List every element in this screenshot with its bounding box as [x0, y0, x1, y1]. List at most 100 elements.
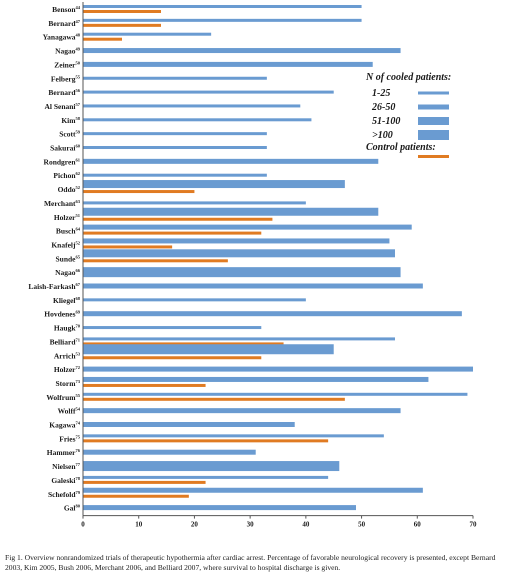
- control-bar: [83, 23, 161, 27]
- study-reference: 77: [76, 462, 81, 467]
- cooled-bar: [83, 207, 379, 216]
- study-reference: 55: [76, 74, 81, 79]
- cooled-bar: [83, 376, 429, 382]
- cooled-bar: [83, 267, 401, 278]
- x-tick-label: 30: [247, 521, 255, 529]
- cooled-bar: [83, 104, 301, 108]
- cooled-bar: [83, 366, 473, 372]
- study-label: Felberg55: [51, 74, 81, 83]
- study-label: Haugk70: [54, 324, 81, 333]
- control-bar: [83, 190, 195, 194]
- study-label: Hovdenes69: [44, 310, 81, 319]
- study-reference: 59: [76, 130, 81, 135]
- bars-layer: [83, 5, 473, 511]
- study-label: Kim58: [61, 116, 80, 125]
- cooled-bar: [83, 90, 334, 94]
- study-label: Knafelj52: [51, 240, 80, 249]
- control-bar: [83, 439, 329, 443]
- study-label: Laish-Farkash67: [28, 282, 80, 291]
- study-label: Kagawa74: [49, 421, 81, 430]
- study-label: Bernard47: [48, 19, 80, 28]
- control-bar: [83, 231, 262, 235]
- cooled-bar: [83, 173, 267, 177]
- study-reference: 60: [76, 144, 81, 149]
- cooled-bar: [83, 180, 345, 189]
- cooled-bar: [83, 48, 401, 54]
- legend-title: N of cooled patients:: [365, 72, 451, 83]
- control-bar: [83, 397, 345, 401]
- cooled-bar: [83, 434, 384, 438]
- study-label: Holzer72: [54, 365, 81, 374]
- study-reference: 57: [76, 102, 81, 107]
- cooled-bar: [83, 298, 306, 302]
- study-label: Fries75: [59, 434, 81, 443]
- study-reference: 73: [76, 379, 81, 384]
- cooled-bar: [83, 311, 462, 317]
- study-reference: 64: [76, 227, 81, 232]
- study-reference: 52: [76, 240, 81, 245]
- study-reference: 71: [76, 337, 81, 342]
- x-tick-label: 70: [470, 521, 478, 529]
- cooled-bar: [83, 337, 395, 341]
- cooled-bar: [83, 32, 212, 36]
- study-label: Sunde65: [55, 254, 80, 263]
- cooled-bar: [83, 76, 267, 80]
- study-label: Schefold79: [48, 490, 81, 499]
- cooled-bar: [83, 61, 373, 67]
- study-label: Pichon62: [53, 171, 80, 180]
- cooled-bar: [83, 158, 379, 164]
- legend-swatch-cooled: [418, 117, 449, 125]
- study-reference: 52: [76, 185, 81, 190]
- figure-caption: Fig 1. Overview nonrandomized trials of …: [5, 553, 496, 572]
- legend-label: 1-25: [372, 88, 390, 99]
- study-reference: 67: [76, 282, 81, 287]
- study-reference: 55: [76, 393, 81, 398]
- cooled-bar: [83, 18, 362, 22]
- study-reference: 72: [76, 365, 81, 370]
- cooled-bar: [83, 422, 295, 427]
- study-label: Kliegel68: [53, 296, 81, 305]
- cooled-bar: [83, 487, 423, 493]
- cooled-bar: [83, 449, 256, 455]
- control-bar: [83, 217, 273, 221]
- cooled-bar: [83, 475, 329, 479]
- study-label: Holzer51: [54, 213, 81, 222]
- study-reference: 62: [76, 171, 81, 176]
- study-reference: 69: [76, 310, 81, 315]
- control-bar: [83, 10, 161, 13]
- study-labels: Benson44 Bernard47 Yanagawa48 Nagao49 Zeiner…: [28, 5, 80, 513]
- study-reference: 74: [76, 421, 81, 426]
- study-reference: 44: [76, 5, 81, 10]
- control-bar: [83, 245, 173, 249]
- study-reference: 61: [76, 157, 81, 162]
- control-bar: [83, 37, 122, 41]
- cooled-bar: [83, 201, 306, 205]
- study-label: Gal80: [64, 504, 81, 513]
- study-label: Wolff54: [58, 407, 81, 416]
- study-label: Benson44: [52, 5, 81, 14]
- study-label: Storm73: [56, 379, 81, 388]
- cooled-bar: [83, 132, 267, 136]
- cooled-bar: [83, 249, 395, 258]
- legend-swatch-control: [418, 155, 449, 158]
- study-reference: 58: [76, 116, 81, 121]
- x-axis: 0 10 20 30 40 50 60 70: [81, 2, 477, 529]
- study-label: Galeski78: [51, 476, 80, 485]
- x-tick-label: 50: [358, 521, 366, 529]
- control-bar: [83, 480, 206, 484]
- control-bar: [83, 342, 284, 346]
- cooled-bar: [83, 392, 468, 396]
- study-label: Wolfrum55: [46, 393, 80, 402]
- study-label: Rondgren61: [44, 157, 81, 166]
- control-bar: [83, 494, 189, 498]
- study-label: Oddo52: [58, 185, 81, 194]
- cooled-bar: [83, 238, 390, 244]
- legend-label: >100: [372, 130, 393, 141]
- study-reference: 49: [76, 47, 81, 52]
- cooled-bar: [83, 224, 412, 230]
- x-tick-label: 60: [414, 521, 422, 529]
- control-bar: [83, 383, 206, 387]
- study-reference: 47: [76, 19, 81, 24]
- study-reference: 78: [76, 476, 81, 481]
- study-reference: 76: [76, 448, 81, 453]
